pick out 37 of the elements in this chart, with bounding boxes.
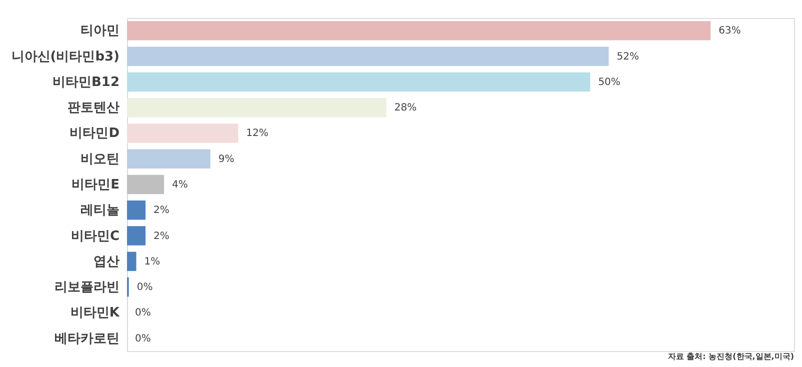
y-tick-label: 리보플라빈 xyxy=(54,280,120,296)
data-label: 50% xyxy=(598,76,620,88)
y-tick-label: 니아신(비타민b3) xyxy=(11,49,120,64)
data-label: 63% xyxy=(718,26,741,37)
y-tick-label: 비타민D xyxy=(70,126,120,142)
data-label: 0% xyxy=(135,308,151,319)
bar xyxy=(127,174,164,194)
bar xyxy=(127,226,146,246)
y-tick-label: 비타민K xyxy=(70,306,120,321)
y-tick-label: 판토텐산 xyxy=(68,100,120,116)
bar xyxy=(127,46,609,66)
y-tick-label: 비타민C xyxy=(70,228,120,244)
y-tick-label: 레티놀 xyxy=(80,203,120,218)
bar xyxy=(127,149,210,168)
y-tick-label: 티아민 xyxy=(80,24,120,39)
data-label: 52% xyxy=(616,51,639,62)
data-label: 2% xyxy=(154,205,170,216)
bar xyxy=(127,21,711,40)
y-tick-label: 비오틴 xyxy=(80,152,120,167)
data-label: 28% xyxy=(394,102,417,114)
data-label: 4% xyxy=(172,180,188,190)
data-label: 12% xyxy=(246,128,268,140)
data-label: 1% xyxy=(144,256,160,268)
text: 자료 출처: 농진청(한국,일본,미국) xyxy=(668,352,794,361)
y-tick-label: 비타민E xyxy=(72,178,120,192)
y-tick-label: 베타카로틴 xyxy=(54,331,120,346)
data-label: 9% xyxy=(218,154,234,165)
y-tick-label: 비타민B12 xyxy=(52,74,120,90)
data-label: 0% xyxy=(136,282,153,294)
bar xyxy=(127,72,590,92)
data-label: 0% xyxy=(135,333,151,344)
bar xyxy=(127,98,386,118)
bar xyxy=(127,200,146,220)
y-tick-label: 엽산 xyxy=(94,254,120,270)
data-label: 2% xyxy=(154,230,170,242)
bar xyxy=(127,252,136,272)
bar xyxy=(127,124,238,143)
